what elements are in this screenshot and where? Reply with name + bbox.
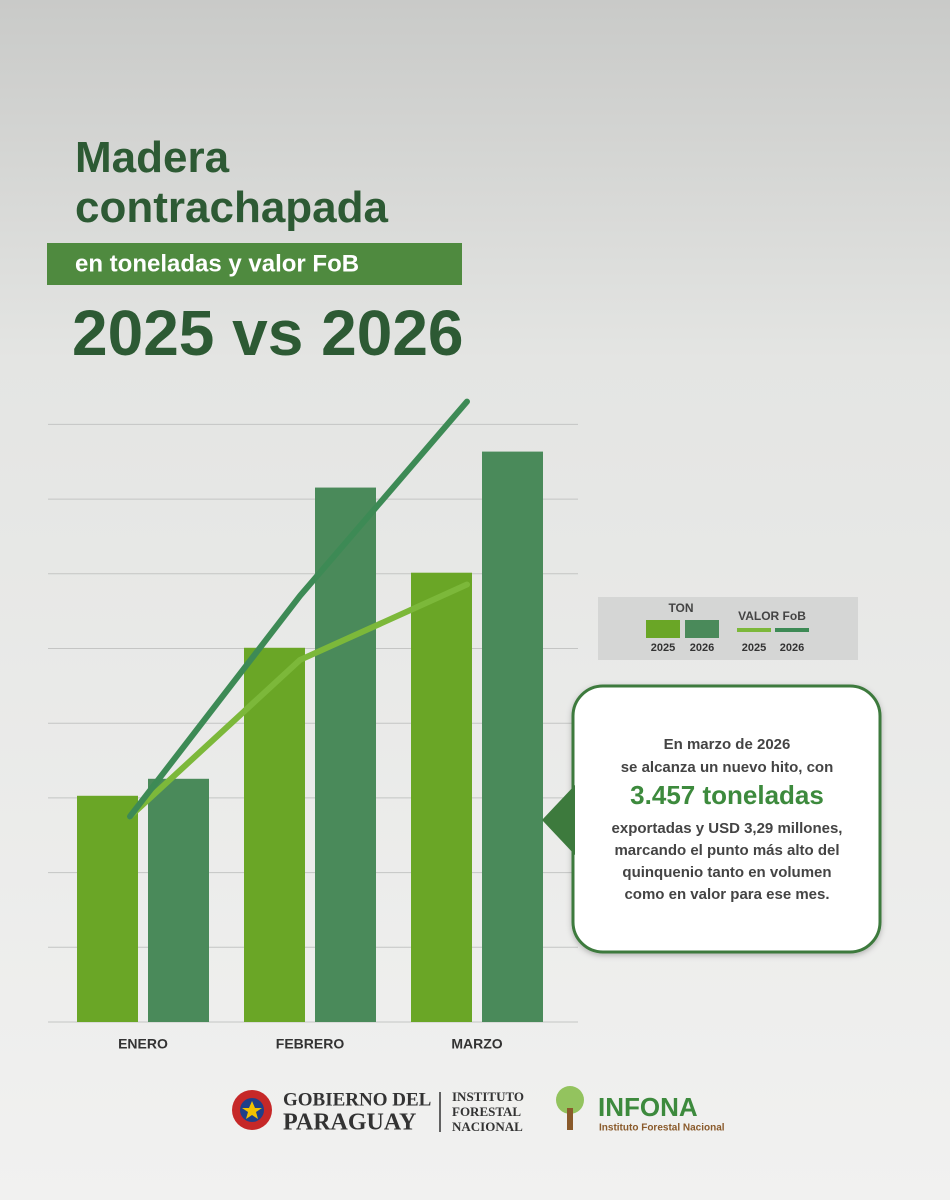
legend-box <box>598 597 858 660</box>
title: Madera contrachapada <box>75 133 389 232</box>
subtitle-band <box>47 243 462 285</box>
value-line <box>127 581 470 820</box>
brand-sub: Instituto Forestal Nacional <box>599 1123 725 1134</box>
bar <box>411 572 472 1022</box>
infona-trunk <box>567 1108 573 1130</box>
callout-line: En marzo de 2026 <box>664 736 791 753</box>
subtitle: en toneladas y valor FoB <box>75 250 359 277</box>
callout-highlight: 3.457 toneladas <box>630 780 824 810</box>
plot: ENERO FEBRERO MARZO <box>48 398 578 1052</box>
heading: 2025 vs 2026 <box>72 297 464 369</box>
gov-line1: GOBIERNO DEL <box>283 1089 431 1110</box>
infona-tree <box>556 1086 584 1114</box>
bar <box>315 487 376 1022</box>
callout-line: se alcanza un nuevo hito, con <box>621 759 834 776</box>
institute-line: INSTITUTO <box>452 1089 524 1104</box>
x-tick-label: FEBRERO <box>276 1036 345 1052</box>
legend-label: 2025 <box>651 642 675 654</box>
footer: GOBIERNO DEL PARAGUAY INSTITUTO FORESTAL… <box>232 1086 725 1136</box>
callout-line: como en valor para ese mes. <box>624 886 829 903</box>
institute-line: FORESTAL <box>452 1104 521 1119</box>
callout-line: exportadas y USD 3,29 millones, <box>612 820 843 837</box>
bar <box>482 451 543 1023</box>
callout-text: En marzo de 2026 se alcanza un nuevo hito… <box>612 736 843 903</box>
legend-group: VALOR FoB <box>738 609 806 623</box>
callout-pointer <box>542 785 575 855</box>
callout-line: marcando el punto más alto del <box>614 842 839 859</box>
value-line <box>127 398 470 820</box>
legend-label: 2026 <box>690 642 714 654</box>
bar <box>77 795 138 1022</box>
institute-line: NACIONAL <box>452 1119 523 1134</box>
legend-swatch <box>646 620 680 638</box>
legend: TON VALOR FoB 2025 2026 2025 2026 <box>646 601 809 654</box>
callout-line: quinquenio tanto en volumen <box>622 864 831 881</box>
gov-line2: PARAGUAY <box>283 1110 416 1136</box>
legend-group: TON <box>668 601 693 615</box>
x-tick-label: MARZO <box>451 1036 502 1052</box>
gov-star <box>242 1101 262 1119</box>
bar <box>148 778 209 1022</box>
legend-label: 2026 <box>780 642 804 654</box>
brand: INFONA <box>598 1092 698 1122</box>
legend-label: 2025 <box>742 642 766 654</box>
x-tick-label: ENERO <box>118 1036 168 1052</box>
legend-swatch <box>685 620 719 638</box>
bar <box>244 647 305 1022</box>
